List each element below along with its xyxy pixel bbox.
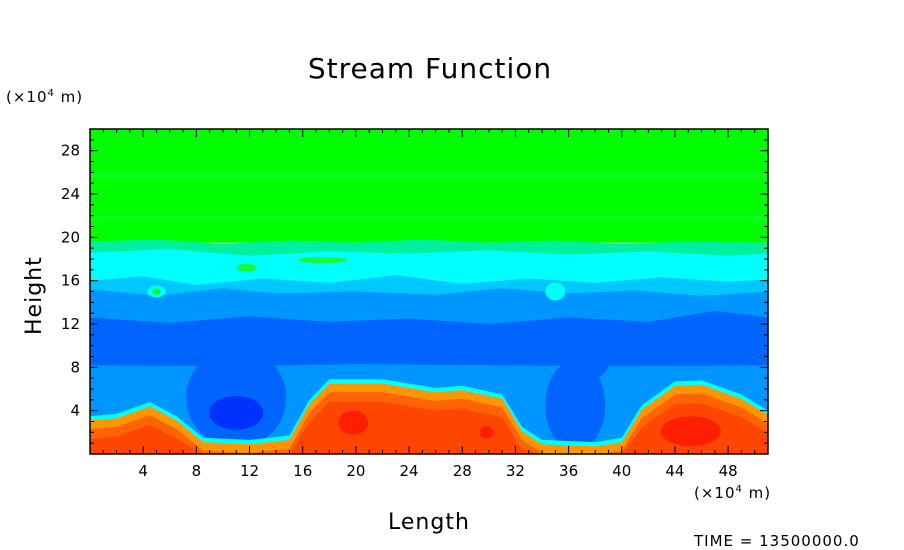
x-tick-label: 16 (293, 462, 312, 480)
x-tick-label: 12 (240, 462, 259, 480)
x-tick-label: 28 (453, 462, 472, 480)
time-stamp: TIME = 13500000.0 (694, 532, 860, 550)
x-unit-prefix: (×10 (694, 484, 736, 502)
y-unit-exponent: 4 (47, 88, 55, 99)
x-tick-label: 32 (506, 462, 525, 480)
x-tick-label: 8 (192, 462, 202, 480)
red-core-2 (479, 426, 494, 439)
x-tick-label: 36 (559, 462, 578, 480)
x-tick-label: 40 (612, 462, 631, 480)
y-unit-prefix: (×10 (6, 88, 48, 106)
y-tick-label: 20 (61, 228, 80, 246)
x-unit-exponent: 4 (735, 484, 743, 495)
y-axis-unit: (×104 m) (6, 88, 83, 106)
y-tick-label: 16 (61, 272, 80, 290)
warm-lobes-orange-red (90, 402, 768, 454)
field-green-streak-lower (90, 215, 768, 221)
feature-green-streak-2 (297, 257, 348, 264)
field-green-streak-upper (90, 172, 768, 179)
x-axis-unit: (×104 m) (694, 484, 771, 502)
red-core-1 (338, 410, 369, 435)
x-tick-label: 48 (719, 462, 738, 480)
y-axis-label: Height (22, 256, 47, 335)
x-axis-label: Length (388, 510, 470, 535)
y-tick-label: 8 (70, 358, 80, 376)
deep-cell-2-neck (568, 343, 609, 380)
feature-green-streak (236, 263, 257, 272)
x-tick-label: 20 (346, 462, 365, 480)
y-unit-suffix: m) (54, 88, 84, 106)
x-unit-suffix: m) (742, 484, 772, 502)
x-tick-label: 44 (665, 462, 684, 480)
feature-green-spot (152, 288, 161, 295)
deep-cell-1-core (209, 395, 264, 430)
y-tick-label: 12 (61, 315, 80, 333)
x-tick-label: 4 (138, 462, 148, 480)
y-tick-label: 24 (61, 185, 80, 203)
red-core-3 (660, 416, 721, 447)
feature-cyan-cell (545, 282, 566, 301)
deep-cell-2 (545, 360, 606, 451)
field-green-band (90, 129, 768, 243)
y-tick-label: 28 (61, 142, 80, 160)
y-tick-label: 4 (70, 402, 80, 420)
chart-title: Stream Function (307, 52, 553, 85)
x-tick-label: 24 (400, 462, 419, 480)
contour-fields (90, 129, 768, 454)
